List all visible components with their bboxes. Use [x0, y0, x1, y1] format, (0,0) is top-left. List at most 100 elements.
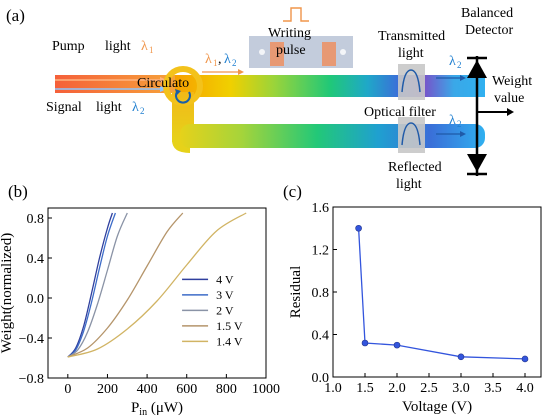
c-xtick-label: 2.5	[420, 381, 438, 396]
refl-lambda2-sub: 2	[457, 119, 462, 129]
detector-label-2: Detector	[465, 23, 514, 38]
weight-arrowhead	[507, 108, 514, 116]
b-xtick-label: 1000	[252, 382, 280, 397]
chart-c-xlabel: Voltage (V)	[402, 399, 472, 415]
detector-top-diode-icon	[467, 60, 487, 78]
trans-lambda2-sub: 2	[457, 60, 462, 70]
c-xtick-label: 1.0	[324, 381, 342, 396]
b-ytick-label: 0.4	[27, 252, 45, 267]
circulator-arrow-icon	[175, 91, 191, 104]
c-xtick-label: 3.5	[484, 381, 502, 396]
chart-c-series	[355, 224, 529, 363]
b-xtick-label: 400	[137, 382, 158, 397]
b-series-line	[67, 212, 247, 358]
chart-b-series	[67, 212, 247, 358]
b-ytick-label: 0.8	[27, 212, 45, 227]
modulator-electrode-2	[322, 42, 336, 66]
b-series-line	[67, 212, 128, 358]
filter-top-curve-icon	[401, 69, 421, 93]
b-xtick-label: 600	[176, 382, 197, 397]
b-legend-label: 1.4 V	[216, 334, 243, 348]
weight-label-1: Weight	[492, 74, 532, 89]
filter-label: Optical filter	[364, 105, 436, 120]
b-series-line	[67, 212, 184, 358]
c-ytick-label: 1.6	[312, 201, 330, 216]
reflected-label-2: light	[396, 177, 422, 192]
schematic-panel: (a) Circulato Pump light λ 1 Signal ligh…	[6, 6, 532, 192]
signal-light-label: light	[96, 100, 122, 115]
pump-light-label: light	[105, 39, 131, 54]
c-ytick-label: 0.0	[312, 371, 330, 386]
chart-b-xlabel-main: P	[131, 400, 139, 416]
circulator-arrowhead-icon	[175, 89, 181, 95]
chart-c-ticks: 1.0 1.5 2.0 2.5 3.0 3.5 4.0 0.0 0.4 0.8 1.2 1.6	[312, 201, 534, 396]
panel-b-label: (b)	[8, 182, 28, 201]
modulator-dot-1	[259, 49, 265, 55]
c-data-point	[393, 341, 401, 349]
refl-lambda2: λ	[449, 113, 456, 128]
pulse-icon	[283, 7, 309, 22]
signal-lambda-sub: 2	[140, 106, 145, 116]
transmitted-label-2: light	[398, 46, 424, 61]
c-ytick-label: 0.4	[312, 329, 330, 344]
out-lambda1-sub: 1	[213, 58, 218, 68]
out-arrowhead-1	[238, 69, 244, 75]
filter-bottom-curve-icon	[401, 122, 421, 146]
panel-a-label: (a)	[6, 6, 25, 25]
b-xtick-label: 800	[216, 382, 237, 397]
pump-label: Pump	[52, 39, 85, 54]
c-ytick-label: 0.8	[312, 286, 330, 301]
trans-arrowhead	[460, 75, 466, 81]
c-xtick-label: 3.0	[452, 381, 470, 396]
modulator-electrode-1	[270, 42, 284, 66]
pulse-label: pulse	[276, 43, 306, 58]
b-series-line	[67, 212, 114, 358]
b-legend-label: 3 V	[216, 288, 234, 302]
c-xtick-label: 2.0	[388, 381, 406, 396]
chart-b-ticks: 0 200 400 600 800 1000 −0.8 −0.4 0.0 0.4 0.8	[19, 212, 280, 397]
b-ytick-label: −0.8	[19, 372, 44, 387]
b-ytick-label: −0.4	[19, 332, 44, 347]
b-xtick-label: 0	[64, 382, 71, 397]
chart-b-legend: 4 V 3 V2 V 1.5 V1.4 V	[182, 272, 243, 348]
chart-b-xlabel-unit: (μW)	[147, 400, 183, 416]
chart-b: (b) 0 200 400 600 800 1000 −0.8 −0.4 0.0 0.4 0.8 4…	[0, 182, 280, 418]
b-legend-label: 4 V	[216, 272, 234, 286]
signal-lambda: λ	[132, 100, 139, 115]
detector-label-1: Balanced	[461, 6, 513, 21]
pump-lambda-sub: 1	[149, 45, 154, 55]
refl-arrowhead	[460, 131, 466, 137]
out-lambda2: λ	[224, 52, 231, 67]
b-legend-label: 1.5 V	[216, 319, 243, 333]
b-ytick-label: 0.0	[27, 292, 45, 307]
circulator-label: Circulato	[137, 76, 189, 91]
c-xtick-label: 4.0	[516, 381, 534, 396]
weight-label-2: value	[494, 91, 524, 106]
c-series-line	[357, 228, 526, 360]
chart-b-frame	[47, 207, 267, 379]
out-lambda2-sub: 2	[232, 58, 237, 68]
c-xtick-label: 1.5	[356, 381, 374, 396]
pump-lambda: λ	[141, 39, 148, 54]
chart-b-xlabel: Pin (μW)	[131, 400, 183, 418]
bottom-waveguide	[180, 124, 485, 148]
c-data-point	[355, 224, 362, 232]
b-xtick-label: 200	[97, 382, 118, 397]
b-legend-label: 2 V	[216, 303, 234, 317]
reflected-label-1: Reflected	[388, 160, 442, 175]
c-data-point	[457, 353, 465, 361]
panel-c-label: (c)	[283, 182, 302, 201]
c-data-point	[361, 339, 369, 347]
chart-c-frame	[332, 206, 542, 378]
transmitted-label-1: Transmitted	[378, 29, 445, 44]
out-comma: ,	[218, 52, 222, 67]
chart-b-xlabel-sub: in	[139, 407, 147, 418]
detector-bottom-diode-icon	[467, 154, 487, 172]
b-series-line	[67, 212, 117, 358]
signal-label: Signal	[46, 100, 82, 115]
c-data-point	[521, 355, 529, 363]
pump-arrowhead	[160, 77, 167, 83]
chart-c-ylabel: Residual	[288, 266, 304, 319]
chart-b-ylabel: Weight(normalized)	[0, 233, 15, 353]
